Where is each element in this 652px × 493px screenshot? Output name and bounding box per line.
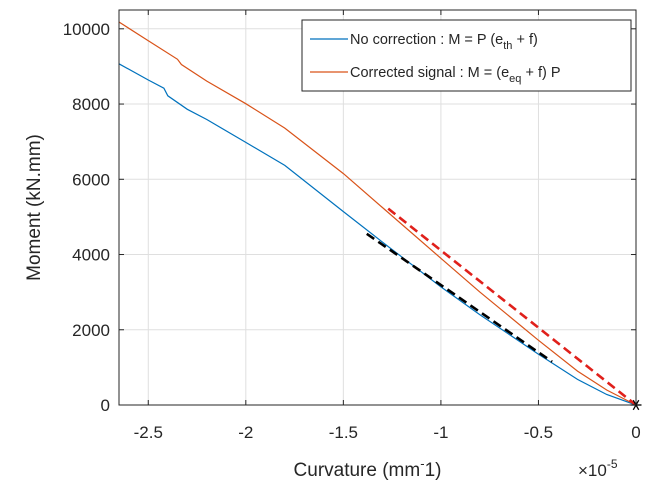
y-axis-ticks: 0 2000 4000 6000 8000 10000 [63,20,636,415]
legend-label-1: Corrected signal : M = (eeq + f) P [350,65,561,85]
series-line-1 [118,21,637,406]
series-line-0 [118,63,637,406]
legend-label-suffix-1: + f) P [521,65,560,81]
x-axis-label-suffix: 1) [425,460,442,481]
x-tick-label-1: -2 [238,423,253,442]
y-tick-label-1: 2000 [72,321,110,340]
series-group [118,21,637,406]
x-tick-label-2: -1.5 [329,423,358,442]
x-axis-exponent-power: -5 [607,457,618,471]
x-tick-label-0: -2.5 [134,423,163,442]
legend-label-suffix-0: + f) [512,32,537,48]
x-tick-label-3: -1 [433,423,448,442]
x-axis-label-superscript: - [420,456,424,471]
x-axis-exponent: ×10-5 [578,457,618,480]
fit-lines-group [366,207,637,407]
legend-label-sub-1: eq [509,73,521,85]
x-axis-label: Curvature (mm-1) [294,456,442,481]
y-tick-label-4: 8000 [72,95,110,114]
fit-line-1 [387,207,637,407]
legend-label-main-1: Corrected signal : M = (e [350,65,509,81]
x-axis-label-main: Curvature (mm [294,460,421,481]
y-tick-label-0: 0 [101,396,110,415]
fit-line-0 [366,232,553,363]
legend: No correction : M = P (eth + f) Corrected… [301,19,632,92]
legend-label-main-0: No correction : M = P (e [350,32,503,48]
x-axis-exponent-base: ×10 [578,461,607,480]
y-tick-label-3: 6000 [72,170,110,189]
y-tick-label-2: 4000 [72,246,110,265]
x-tick-label-4: -0.5 [524,423,553,442]
legend-label-0: No correction : M = P (eth + f) [350,32,538,52]
legend-box [301,19,632,92]
y-axis-label: Moment (kN.mm) [24,134,45,281]
x-axis-ticks: -2.5 -2 -1.5 -1 -0.5 0 [134,10,641,442]
legend-label-sub-0: th [503,40,512,52]
x-tick-label-5: 0 [631,423,640,442]
plot-frame [118,9,637,406]
y-tick-label-5: 10000 [63,20,110,39]
